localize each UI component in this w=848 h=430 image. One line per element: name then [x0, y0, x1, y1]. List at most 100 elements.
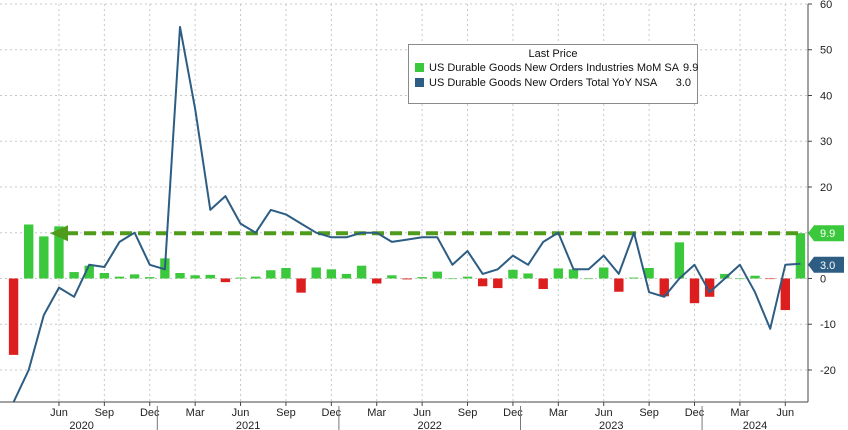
bar-mom: [765, 278, 775, 280]
bar-mom: [644, 267, 654, 279]
bar-mom: [447, 278, 458, 280]
bar-mom: [402, 278, 412, 280]
bar-mom: [523, 273, 533, 279]
bar-mom: [599, 267, 609, 279]
legend-value-mom: 9.9: [683, 61, 699, 74]
bars-layer: [8, 224, 806, 355]
reference-arrowhead: [50, 225, 68, 242]
y-tick-label: 20: [820, 182, 832, 194]
x-tick-label: Sep: [639, 407, 659, 419]
bar-mom: [69, 272, 79, 279]
legend-label-yoy: US Durable Goods New Orders Total YoY NS…: [429, 76, 658, 89]
bar-mom: [780, 278, 790, 311]
bar-mom: [129, 274, 140, 279]
legend-value-yoy: 3.0: [675, 76, 691, 89]
y-tick-label: 0: [820, 273, 826, 285]
x-tick-label: Dec: [685, 407, 705, 419]
bar-mom: [674, 242, 685, 279]
bar-mom: [583, 278, 594, 280]
bar-mom: [24, 224, 34, 279]
value-tag-bg: [808, 256, 844, 273]
value-tag-bg: [808, 225, 844, 242]
reference-arrow-layer: [50, 225, 801, 242]
x-tick-label: Mar: [730, 407, 749, 419]
value-tag-label: 9.9: [820, 228, 835, 240]
x-year-label: 2022: [417, 420, 441, 430]
y-tick-label: 40: [820, 90, 832, 102]
bar-mom: [508, 269, 518, 279]
legend-swatch-mom: [415, 63, 424, 72]
bar-mom: [493, 278, 503, 289]
line-layer: [12, 25, 801, 403]
legend-title: Last Price: [528, 48, 578, 60]
bar-mom: [432, 271, 442, 279]
bar-mom: [281, 267, 291, 279]
bar-mom: [99, 272, 110, 279]
bar-mom: [341, 273, 352, 279]
bar-mom: [114, 276, 125, 279]
x-tick-label: Dec: [503, 407, 523, 419]
x-tick-label: Mar: [367, 407, 386, 419]
bar-mom: [462, 276, 473, 279]
bar-mom: [795, 233, 806, 279]
bar-mom: [735, 278, 745, 280]
x-tick-label: Sep: [276, 407, 296, 419]
x-year-label: 2020: [69, 420, 93, 430]
bar-mom: [205, 274, 215, 279]
bar-mom: [190, 275, 200, 279]
bar-mom: [311, 267, 321, 279]
bar-mom: [477, 278, 488, 287]
bar-mom: [553, 268, 564, 279]
bar-mom: [356, 265, 367, 279]
bar-mom: [175, 272, 185, 279]
x-tick-label: Mar: [186, 407, 205, 419]
bar-mom: [689, 278, 700, 304]
bar-mom: [372, 278, 382, 284]
bar-mom: [629, 277, 639, 279]
x-tick-label: Jun: [413, 407, 431, 419]
x-year-label: 2023: [599, 420, 623, 430]
value-tag-label: 3.0: [820, 260, 835, 272]
x-tick-label: Jun: [50, 407, 68, 419]
x-tick-label: Jun: [776, 407, 794, 419]
x-tick-label: Dec: [322, 407, 342, 419]
bar-mom: [266, 270, 276, 279]
bar-mom: [568, 269, 579, 279]
series-line-yoy: [12, 25, 801, 403]
x-tick-label: Dec: [140, 407, 160, 419]
legend-swatch-yoy: [415, 78, 424, 87]
y-tick-label: -10: [820, 319, 836, 331]
bar-mom: [720, 273, 730, 279]
bar-mom: [387, 275, 397, 279]
bar-mom: [39, 236, 49, 279]
bar-mom: [538, 278, 548, 290]
bar-mom: [54, 226, 64, 279]
bar-mom: [250, 276, 261, 279]
bar-mom: [417, 277, 427, 279]
legend-label-mom: US Durable Goods New Orders Industries M…: [429, 61, 680, 74]
x-tick-label: Mar: [549, 407, 568, 419]
legend: Last Price US Durable Goods New Orders I…: [408, 44, 698, 104]
bar-mom: [659, 278, 669, 297]
legend-entry-mom: US Durable Goods New Orders Industries M…: [409, 60, 699, 75]
y-tick-label: 50: [820, 45, 832, 57]
bar-mom: [704, 278, 715, 297]
bar-mom: [8, 278, 19, 355]
x-tick-label: Jun: [595, 407, 613, 419]
y-tick-label: 60: [820, 0, 832, 11]
x-year-label: 2024: [743, 420, 767, 430]
bar-mom: [145, 277, 155, 279]
bar-mom: [84, 265, 94, 279]
x-tick-label: Sep: [458, 407, 478, 419]
value-tags-layer: 9.9 3.0: [808, 225, 844, 273]
bar-mom: [750, 275, 760, 279]
legend-entry-yoy: US Durable Goods New Orders Total YoY NS…: [409, 75, 697, 90]
bar-mom: [296, 278, 306, 293]
x-tick-label: Jun: [232, 407, 250, 419]
bar-mom: [614, 278, 624, 292]
x-year-label: 2021: [236, 420, 260, 430]
x-tick-label: Sep: [95, 407, 115, 419]
